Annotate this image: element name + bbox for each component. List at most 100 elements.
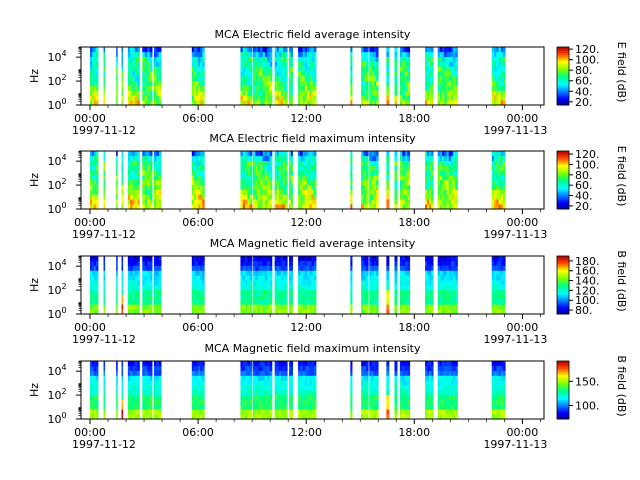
colorbar-tick-label: 100. [575, 294, 600, 307]
spectrogram-cell [298, 66, 301, 72]
spectrogram-cell [202, 256, 205, 262]
spectrogram-cell [153, 404, 157, 410]
spectrogram-cell [127, 414, 131, 420]
spectrogram-cell [94, 414, 97, 420]
spectrogram-cell [94, 80, 97, 86]
spectrogram-cell [429, 285, 432, 291]
spectrogram-cell [494, 90, 497, 96]
spectrogram-cell [407, 194, 411, 200]
spectrogram-cell [448, 165, 452, 171]
spectrogram-cell [442, 204, 445, 210]
spectrogram-cell [373, 275, 377, 281]
spectrogram-cell [491, 256, 495, 262]
spectrogram-cell [260, 256, 263, 262]
spectrogram-cell [255, 204, 259, 210]
spectrogram-cell [92, 90, 95, 96]
spectrogram-cell [276, 390, 280, 396]
spectrogram-cell [142, 165, 146, 171]
spectrogram-cell [437, 270, 441, 276]
spectrogram-cell [149, 85, 153, 91]
spectrogram-cell [262, 51, 266, 57]
spectrogram-cell [300, 375, 303, 381]
spectrogram-cell [302, 270, 306, 276]
spectrogram-cell [260, 275, 263, 281]
spectrogram-cell [116, 414, 118, 420]
spectrogram-cell [290, 170, 293, 176]
spectrogram-cell [116, 299, 118, 305]
spectrogram-cell [494, 165, 497, 171]
spectrogram-cell [153, 66, 157, 72]
spectrogram-cell [450, 184, 454, 190]
spectrogram-cell [240, 189, 244, 195]
spectrogram-cell [453, 47, 456, 53]
spectrogram-cell [130, 100, 133, 106]
spectrogram-cell [453, 76, 456, 82]
spectrogram-cell [196, 155, 199, 161]
spectrogram-cell [285, 184, 288, 190]
spectrogram-cell [309, 294, 312, 300]
spectrogram-cell [302, 56, 306, 62]
spectrogram-cell [269, 85, 273, 91]
spectrogram-cell [365, 90, 369, 96]
spectrogram-cell [121, 100, 124, 106]
spectrogram-cell [242, 409, 246, 415]
spectrogram-cell [144, 71, 148, 77]
spectrogram-cell [132, 56, 136, 62]
spectrogram-cell [369, 299, 372, 305]
spectrogram-cell [147, 204, 150, 210]
spectrogram-cell [313, 90, 317, 96]
colorbar-segment [557, 366, 569, 370]
spectrogram-cell [376, 280, 379, 286]
spectrogram-cell [427, 289, 430, 295]
spectrogram-cell [103, 414, 106, 420]
colorbar-segment [557, 298, 569, 301]
spectrogram-cell [289, 51, 292, 57]
spectrogram-cell [274, 95, 278, 101]
spectrogram-cell [394, 260, 398, 266]
spectrogram-cell [402, 409, 406, 415]
spectrogram-cell [260, 151, 263, 157]
spectrogram-cell [371, 189, 375, 195]
spectrogram-cell [260, 71, 263, 77]
spectrogram-cell [103, 151, 106, 157]
spectrogram-cell [92, 414, 95, 420]
spectrogram-cell [276, 184, 280, 190]
spectrogram-cell [253, 100, 256, 106]
spectrogram-cell [267, 170, 270, 176]
spectrogram-cell [249, 265, 253, 271]
spectrogram-cell [498, 90, 502, 96]
spectrogram-cell [130, 270, 133, 276]
spectrogram-cell [247, 385, 251, 391]
spectrogram-cell [158, 95, 162, 101]
spectrogram-cell [158, 380, 162, 386]
spectrogram-cell [196, 285, 199, 291]
spectrogram-cell [276, 399, 280, 405]
spectrogram-cell [386, 175, 390, 181]
spectrogram-cell [142, 399, 146, 405]
spectrogram-cell [289, 275, 292, 281]
spectrogram-cell [274, 294, 278, 300]
spectrogram-cell [240, 80, 244, 86]
spectrogram-cell [276, 256, 280, 262]
spectrogram-cell [260, 160, 263, 166]
spectrogram-cell [260, 390, 263, 396]
spectrogram-cell [245, 80, 248, 86]
spectrogram-cell [446, 204, 450, 210]
spectrogram-cell [431, 299, 434, 305]
spectrogram-cell [309, 299, 312, 305]
spectrogram-cell [491, 414, 495, 420]
spectrogram-cell [264, 76, 268, 82]
colorbar: 20.40.60.80.100.120. E field (dB) [556, 146, 628, 213]
spectrogram-cell [425, 365, 428, 371]
spectrogram-cell [455, 151, 458, 157]
spectrogram-cell [402, 151, 406, 157]
spectrogram-cell [193, 184, 197, 190]
spectrogram-cell [309, 175, 312, 181]
spectrogram-cell [127, 170, 131, 176]
spectrogram-cell [361, 151, 364, 157]
spectrogram-cell [373, 165, 377, 171]
spectrogram-cell [198, 56, 201, 62]
spectrogram-cell [453, 151, 456, 157]
spectrogram-cell [103, 304, 106, 310]
spectrogram-cell [96, 76, 99, 82]
